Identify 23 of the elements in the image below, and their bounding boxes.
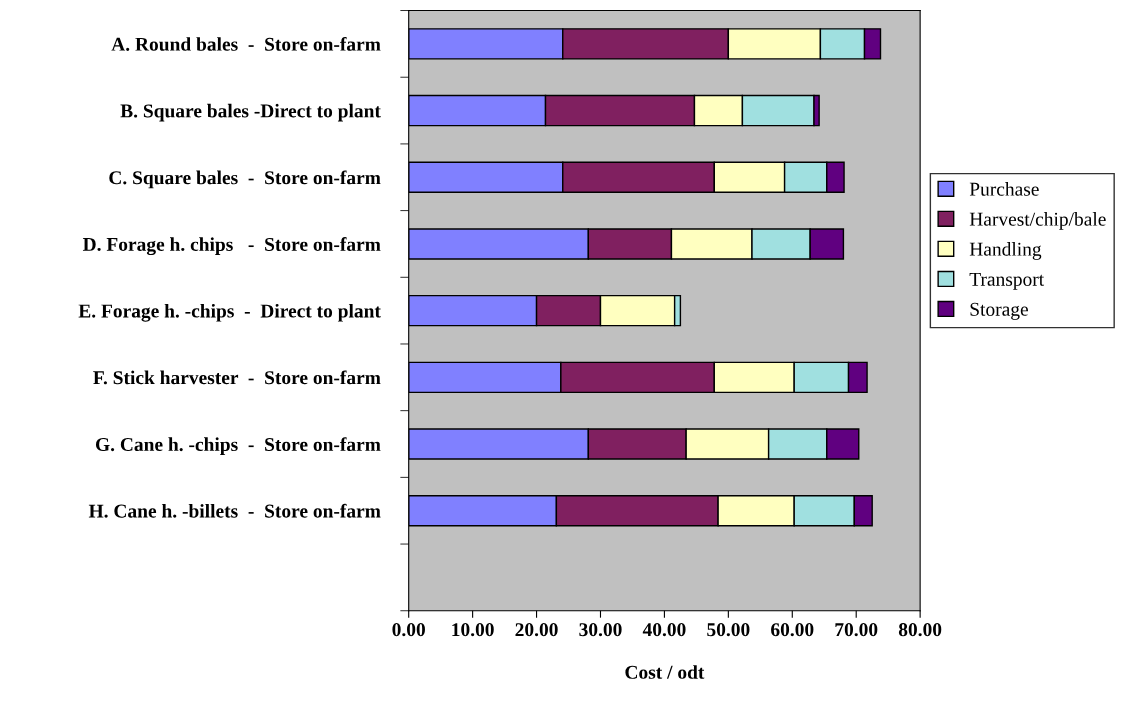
legend-label: Harvest/chip/bale <box>969 212 1106 230</box>
y-tick-label: F. Stick harvester - Store on-farm <box>93 370 381 385</box>
x-tick-label: 30.00 <box>579 623 622 637</box>
legend-label: Storage <box>970 302 1028 320</box>
legend-label: Handling <box>969 242 1042 260</box>
y-tick-label: A. Round bales - Store on-farm <box>111 36 381 51</box>
x-tick-label: 10.00 <box>452 623 494 637</box>
y-tick-label: B. Square bales -Direct to plant <box>120 103 381 122</box>
y-tick-label: G. Cane h. -chips - Store on-farm <box>95 437 381 455</box>
legend-label: Purchase <box>969 182 1039 196</box>
x-tick-label: 60.00 <box>771 623 814 637</box>
y-tick-label: H. Cane h. -billets - Store on-farm <box>88 503 381 518</box>
y-tick-label: C. Square bales - Store on-farm <box>109 170 381 189</box>
x-tick-label: 0.00 <box>392 623 425 637</box>
y-tick-label: D. Forage h. chips - Store on-farm <box>82 237 381 256</box>
x-tick-label: 70.00 <box>835 623 878 637</box>
legend-label: Transport <box>969 272 1045 290</box>
x-tick-label: 80.00 <box>898 623 942 637</box>
y-tick-label: E. Forage h. -chips - Direct to plant <box>78 303 381 322</box>
x-tick-label: 20.00 <box>515 623 558 637</box>
x-tick-label: 40.00 <box>642 623 686 637</box>
x-tick-label: 50.00 <box>707 623 750 637</box>
x-axis-title: Cost / odt <box>625 665 705 679</box>
